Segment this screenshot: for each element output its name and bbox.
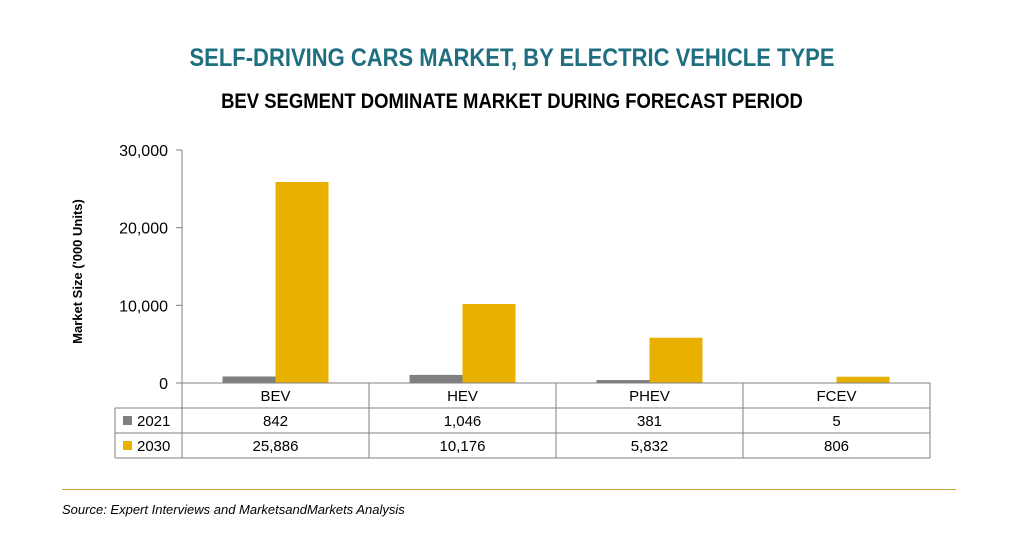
x-tick-label: HEV (447, 388, 478, 405)
y-tick-label: 10,000 (119, 298, 168, 315)
chart-subtitle: BEV SEGMENT DOMINATE MARKET DURING FOREC… (221, 90, 803, 113)
bar-2021-phev (596, 380, 650, 383)
x-tick-label: BEV (260, 388, 290, 405)
x-tick-label: FCEV (816, 388, 856, 405)
bar-chart: 0 10,000 20,000 30,000 Market Size ('000 Uni… (70, 143, 931, 459)
bar-2030-bev (275, 181, 329, 383)
legend-label-2030: 2030 (137, 438, 170, 455)
data-label: 5 (832, 413, 840, 430)
data-label: 25,886 (253, 438, 299, 455)
y-tick-label: 0 (159, 376, 168, 393)
source-note: Source: Expert Interviews and Marketsand… (62, 502, 405, 517)
x-tick-label: PHEV (629, 388, 670, 405)
y-tick-label: 20,000 (119, 221, 168, 238)
legend-label-2021: 2021 (137, 413, 170, 430)
bar-2021-bev (222, 376, 276, 383)
y-axis-label: Market Size ('000 Units) (70, 199, 85, 344)
legend-swatch-2030 (123, 441, 132, 450)
bar-2030-phev (649, 337, 703, 383)
data-label: 5,832 (631, 438, 669, 455)
legend-swatch-2021 (123, 416, 132, 425)
data-label: 806 (824, 438, 849, 455)
source-divider (62, 489, 956, 490)
bar-2021-hev (409, 374, 463, 383)
chart-title: SELF-DRIVING CARS MARKET, BY ELECTRIC VE… (189, 44, 835, 72)
y-tick-label: 30,000 (119, 143, 168, 160)
bar-2030-hev (462, 303, 516, 383)
data-label: 1,046 (444, 413, 482, 430)
bar-2030-fcev (836, 376, 890, 383)
data-label: 381 (637, 413, 662, 430)
data-label: 842 (263, 413, 288, 430)
data-label: 10,176 (440, 438, 486, 455)
